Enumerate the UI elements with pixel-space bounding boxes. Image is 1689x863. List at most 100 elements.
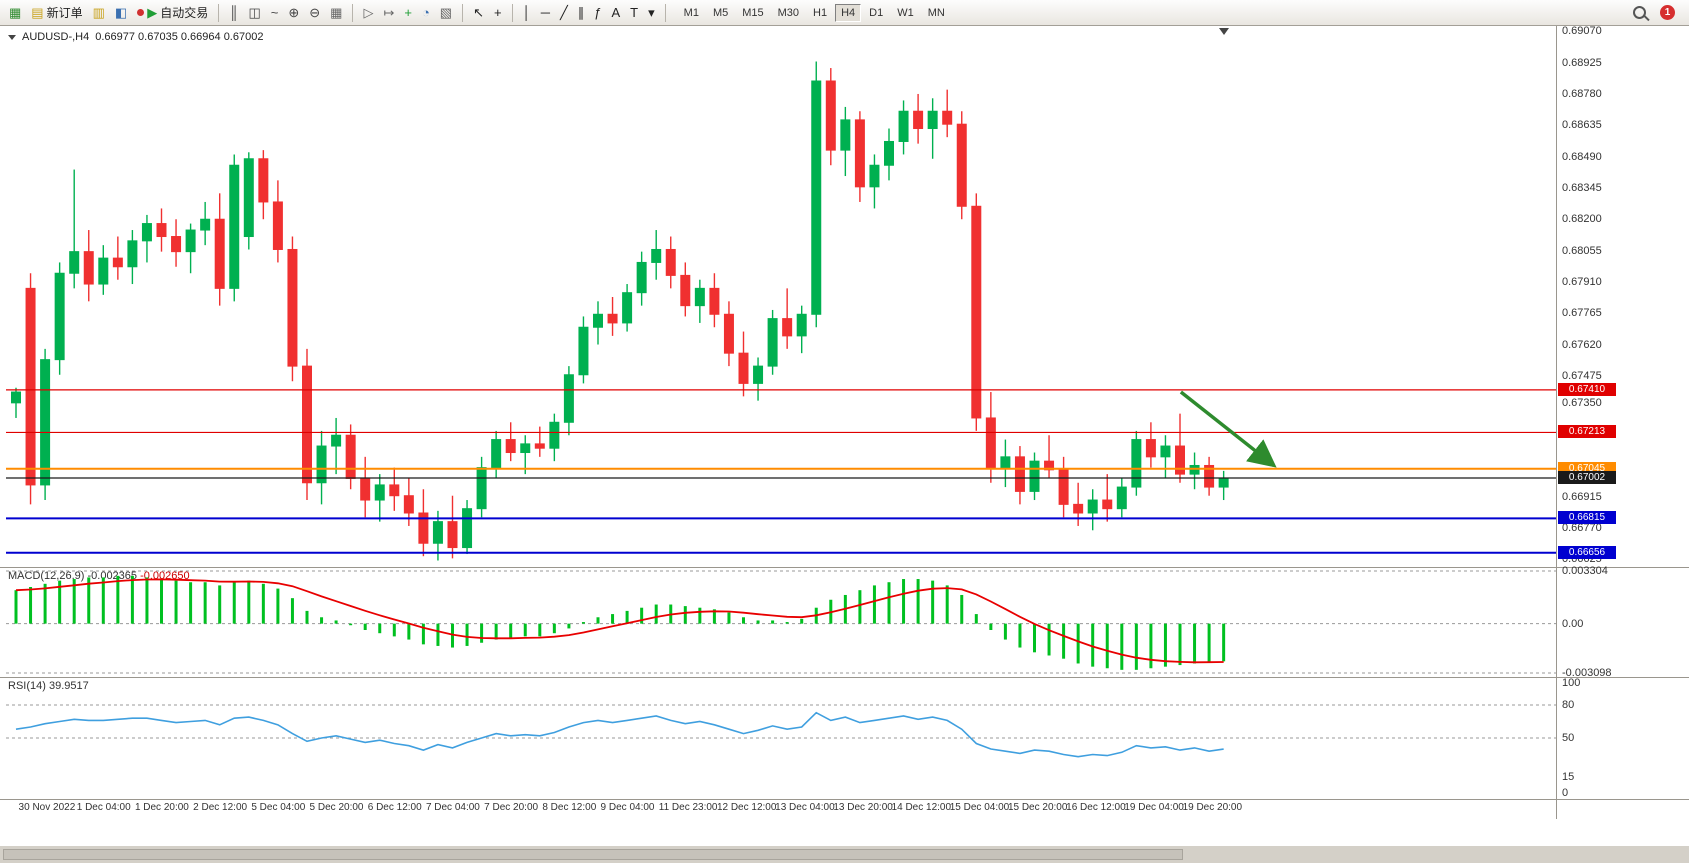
candlestick-mode-button[interactable]: ◫ bbox=[243, 3, 265, 23]
line-chart-mode-button[interactable]: ~ bbox=[266, 3, 284, 23]
macd-axis-tick: 0.003304 bbox=[1562, 565, 1608, 577]
auto-scroll-button[interactable]: ▷ bbox=[358, 3, 378, 23]
chart-windows-button[interactable]: ▥ bbox=[88, 3, 110, 23]
profiles-button[interactable]: ◧ bbox=[110, 3, 132, 23]
price-badge-0.66815: 0.66815 bbox=[1558, 511, 1616, 525]
trendline-tool-button[interactable]: ╱ bbox=[555, 3, 573, 23]
timeframe-w1[interactable]: W1 bbox=[897, 6, 914, 19]
trendline-tool-icon: ╱ bbox=[559, 5, 568, 20]
rsi-axis-tick: 15 bbox=[1562, 770, 1575, 783]
time-axis-label: 30 Nov 2022 bbox=[18, 802, 76, 813]
cursor-tool-button[interactable]: ↖ bbox=[468, 3, 489, 23]
toolbar-separator bbox=[352, 3, 354, 22]
macd-splitter[interactable] bbox=[0, 567, 1689, 568]
timeframe-m30[interactable]: M30 bbox=[777, 6, 800, 19]
time-axis-line bbox=[0, 799, 1689, 800]
rsi-axis-tick: 100 bbox=[1562, 677, 1581, 689]
new-order-icon: ▤ bbox=[31, 5, 44, 20]
toolbar-separator bbox=[218, 3, 220, 22]
cursor-tool-icon: ↖ bbox=[473, 5, 484, 20]
tile-windows-button[interactable]: ▦ bbox=[325, 3, 347, 23]
fibonacci-tool-icon: ƒ bbox=[594, 5, 602, 20]
timeframe-mn[interactable]: MN bbox=[927, 6, 945, 19]
main-chart-canvas[interactable] bbox=[6, 27, 1556, 567]
one-click-trading-toggle-icon[interactable] bbox=[8, 34, 16, 40]
zoom-out-button[interactable]: ⊖ bbox=[304, 3, 325, 23]
autotrading-icon: ▶ bbox=[147, 5, 158, 20]
time-axis-label: 15 Dec 20:00 bbox=[1007, 802, 1068, 813]
price-axis-tick: 0.67910 bbox=[1562, 275, 1602, 288]
channel-tool-button[interactable]: ∥ bbox=[573, 3, 590, 23]
toolbar-separator bbox=[511, 3, 513, 22]
time-axis-label: 7 Dec 04:00 bbox=[425, 802, 480, 813]
crosshair-tool-button[interactable]: + bbox=[489, 3, 507, 23]
time-axis-label: 2 Dec 12:00 bbox=[193, 802, 248, 813]
toolbar-right: 1 bbox=[1633, 5, 1685, 20]
crosshair-tool-icon: + bbox=[494, 5, 502, 20]
new-chart-button[interactable]: ▦ bbox=[4, 3, 26, 23]
autotrading-status-led bbox=[137, 9, 145, 16]
vertical-line-tool-icon: │ bbox=[522, 5, 531, 20]
timeframe-m15[interactable]: M15 bbox=[742, 6, 764, 19]
periods-icon: ◔ bbox=[421, 5, 430, 20]
price-axis-tick: 0.69070 bbox=[1562, 25, 1602, 38]
time-axis-label: 9 Dec 04:00 bbox=[600, 802, 655, 813]
status-bar bbox=[0, 845, 1689, 863]
timeframe-d1[interactable]: D1 bbox=[869, 6, 884, 19]
fibonacci-tool-button[interactable]: ƒ bbox=[589, 3, 606, 23]
zoom-in-icon: ⊕ bbox=[288, 5, 300, 20]
bar-chart-mode-button[interactable]: ║ bbox=[224, 3, 243, 23]
trend-arrow-object[interactable] bbox=[1179, 390, 1277, 468]
timeframe-m1[interactable]: M1 bbox=[683, 6, 699, 19]
price-badge-0.67410: 0.67410 bbox=[1558, 382, 1616, 396]
rsi-axis-tick: 50 bbox=[1562, 732, 1575, 744]
vertical-line-tool-button[interactable]: │ bbox=[518, 3, 536, 23]
rsi-canvas[interactable] bbox=[6, 677, 1556, 799]
bar-chart-mode-icon: ║ bbox=[229, 5, 239, 20]
candlestick-mode-icon: ◫ bbox=[248, 5, 261, 20]
text-tool-button[interactable]: A bbox=[607, 3, 626, 23]
time-axis-label: 19 Dec 20:00 bbox=[1182, 802, 1243, 813]
timeframe-h4[interactable]: H4 bbox=[835, 3, 862, 22]
symbol-period-label: AUDUSD-,H4 bbox=[22, 31, 90, 43]
tile-windows-icon: ▦ bbox=[330, 5, 343, 20]
time-axis-label: 11 Dec 23:00 bbox=[658, 802, 718, 813]
timeframe-m5[interactable]: M5 bbox=[712, 6, 729, 19]
templates-icon: ▧ bbox=[439, 5, 453, 20]
macd-signal-line bbox=[15, 578, 1224, 664]
horizontal-line-tool-button[interactable]: ─ bbox=[536, 3, 555, 23]
chart-shift-button[interactable]: ↦ bbox=[378, 3, 399, 23]
macd-canvas[interactable] bbox=[6, 567, 1556, 677]
timeframe-h1[interactable]: H1 bbox=[813, 6, 828, 19]
time-axis-label: 14 Dec 12:00 bbox=[891, 802, 952, 813]
toolbar-items: ▦ ▤ 新订单 ▥ ◧ ▶ 自动交易 ║ ◫ ~ ⊕ ⊖ ▦ ▷ ↦ + ◔ ▧ ↖ + │ ─ ╱ ∥ ƒ A T ▾ bbox=[4, 3, 660, 23]
horizontal-scrollbar[interactable] bbox=[3, 849, 1183, 860]
notification-badge[interactable]: 1 bbox=[1660, 5, 1675, 20]
chart-shift-icon: ↦ bbox=[383, 5, 395, 20]
search-icon[interactable] bbox=[1633, 6, 1646, 19]
time-axis-label: 13 Dec 04:00 bbox=[775, 802, 835, 813]
shapes-tool-button[interactable]: ▾ bbox=[643, 3, 660, 23]
new-order-button[interactable]: ▤ 新订单 bbox=[26, 3, 87, 23]
rsi-splitter[interactable] bbox=[0, 677, 1689, 678]
label-tool-icon: T bbox=[630, 5, 639, 20]
label-tool-button[interactable]: T bbox=[625, 3, 643, 23]
ohlc-values: 0.66977 0.67035 0.66964 0.67002 bbox=[95, 31, 264, 43]
periods-button[interactable]: ◔ bbox=[417, 3, 435, 23]
new-chart-icon: ▦ bbox=[9, 5, 22, 20]
autotrading-button[interactable]: ▶ 自动交易 bbox=[132, 3, 213, 23]
zoom-out-icon: ⊖ bbox=[309, 5, 321, 20]
zoom-in-button[interactable]: ⊕ bbox=[283, 3, 304, 23]
indicators-button[interactable]: + bbox=[399, 3, 417, 23]
macd-axis-tick: -0.003098 bbox=[1562, 667, 1612, 679]
autotrading-label: 自动交易 bbox=[160, 6, 209, 20]
rsi-axis-tick: 80 bbox=[1562, 699, 1575, 711]
time-axis-label: 19 Dec 04:00 bbox=[1124, 802, 1184, 813]
chart-shift-marker[interactable] bbox=[1218, 28, 1229, 35]
time-axis-label: 13 Dec 20:00 bbox=[833, 802, 893, 813]
price-axis-tick: 0.67475 bbox=[1562, 369, 1602, 382]
templates-button[interactable]: ▧ bbox=[435, 3, 457, 23]
price-badge-0.67002: 0.67002 bbox=[1558, 471, 1616, 484]
price-axis-tick: 0.68200 bbox=[1562, 213, 1602, 226]
